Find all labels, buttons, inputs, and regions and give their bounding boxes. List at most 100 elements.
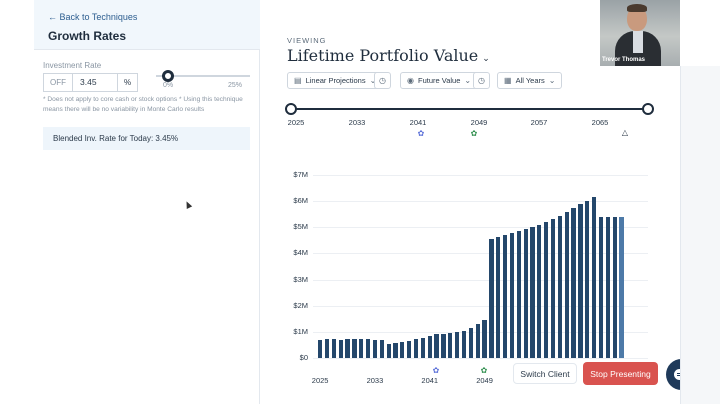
chart-bar[interactable] — [475, 324, 480, 358]
y-axis-tick-label: $6M — [293, 196, 308, 206]
x-axis-tick-label: 2049 — [476, 376, 493, 385]
chart-bar[interactable] — [365, 339, 371, 358]
chart-bar[interactable] — [516, 231, 521, 358]
chart-bar[interactable] — [578, 203, 583, 358]
timeline-range-track[interactable] — [291, 108, 648, 110]
chart-bar[interactable] — [441, 333, 446, 358]
grid-line — [313, 201, 648, 203]
investment-rate-input[interactable]: 3.45 — [73, 73, 118, 92]
value-select[interactable]: ◉ Future Value ⌄ — [400, 72, 479, 89]
chart-bar[interactable] — [324, 339, 330, 358]
webcam-video: Trevor Thomas — [600, 0, 680, 66]
chart-bar[interactable] — [448, 332, 453, 358]
chart-bar[interactable] — [413, 339, 419, 358]
projection-label: Linear Projections — [305, 76, 366, 85]
chart-bar[interactable] — [592, 197, 597, 358]
chart-bar[interactable] — [530, 226, 535, 358]
view-selector[interactable]: Lifetime Portfolio Value ⌄ — [287, 46, 490, 65]
viewing-label: VIEWING — [287, 36, 327, 45]
slider-min-label: 0% — [163, 82, 174, 89]
chart-bar[interactable] — [523, 228, 528, 358]
chart-bar[interactable] — [468, 327, 473, 358]
page-scrollbar-area — [680, 66, 720, 404]
presenter-hair — [627, 4, 647, 12]
paw-icon[interactable]: ✿ — [417, 129, 425, 138]
chart-bar[interactable] — [537, 224, 542, 358]
chart-bar[interactable] — [482, 320, 487, 358]
back-label: Back to Techniques — [59, 12, 138, 22]
chart-bar[interactable] — [407, 340, 412, 358]
chart-bar[interactable] — [427, 335, 432, 358]
chart-bar[interactable] — [489, 239, 494, 358]
chart-bar[interactable] — [372, 339, 378, 358]
value-label: Future Value — [417, 76, 461, 85]
arrow-left-icon: ← — [48, 12, 57, 22]
chart-bar[interactable] — [420, 338, 426, 358]
back-to-techniques-link[interactable]: ← Back to Techniques — [48, 12, 137, 22]
presenter-shirt — [633, 31, 643, 53]
chart-bar[interactable] — [461, 330, 467, 358]
chart-bar[interactable] — [571, 207, 576, 358]
chart-bar[interactable] — [338, 339, 343, 358]
chart-bar[interactable] — [318, 339, 323, 358]
panel-title: Growth Rates — [48, 29, 127, 43]
chart-bar[interactable] — [496, 237, 501, 358]
chevron-down-icon: ⌄ — [464, 76, 472, 85]
projection-select[interactable]: ▤ Linear Projections ⌄ — [287, 72, 384, 89]
chart-bar[interactable] — [550, 219, 556, 358]
chart-bar[interactable] — [619, 216, 624, 358]
paw-icon: ✿ — [432, 366, 440, 375]
chart-bar[interactable] — [345, 339, 350, 358]
grid-line — [313, 358, 648, 359]
chart-bar[interactable] — [557, 215, 563, 358]
chart-bar[interactable] — [359, 339, 364, 358]
triangle-icon[interactable]: △ — [621, 128, 629, 137]
timeline-label: 2033 — [348, 118, 366, 127]
chart-bar[interactable] — [612, 216, 617, 358]
chart-bar[interactable] — [352, 339, 357, 358]
projection-history-button[interactable]: ◷ — [374, 72, 391, 89]
chart-bar[interactable] — [379, 340, 384, 358]
grid-line — [313, 253, 648, 255]
off-toggle[interactable]: OFF — [43, 73, 73, 92]
chart-bar[interactable] — [434, 334, 439, 358]
chart-bar[interactable] — [564, 211, 569, 358]
clock-icon: ◷ — [379, 76, 386, 85]
clock-icon: ◷ — [478, 76, 485, 85]
rate-slider-track[interactable] — [156, 75, 250, 77]
grid-line — [313, 175, 648, 176]
timeline-end-handle[interactable] — [642, 103, 654, 115]
chart-bar[interactable] — [598, 216, 604, 358]
grid-line — [313, 331, 648, 333]
chart-bar[interactable] — [386, 343, 391, 358]
y-axis-tick-label: $2M — [293, 300, 308, 310]
chart-bar[interactable] — [502, 235, 508, 358]
y-axis-tick-label: $1M — [293, 326, 308, 336]
chart-bar[interactable] — [331, 339, 336, 358]
chart-bar[interactable] — [455, 331, 460, 358]
timeline-start-handle[interactable] — [285, 103, 297, 115]
chart-bar[interactable] — [509, 233, 515, 358]
chart-bar[interactable] — [585, 201, 590, 358]
years-select[interactable]: ▦ All Years ⌄ — [497, 72, 563, 89]
value-history-button[interactable]: ◷ — [473, 72, 490, 89]
timeline-label: 2057 — [530, 118, 548, 127]
chart-bar[interactable] — [400, 341, 405, 358]
chart-bar[interactable] — [605, 216, 610, 358]
technique-note: * Does not apply to core cash or stock o… — [43, 96, 243, 113]
rate-slider-thumb[interactable] — [162, 70, 174, 82]
y-axis-tick-label: $7M — [293, 170, 308, 179]
x-axis-tick-label: 2025 — [311, 376, 329, 385]
switch-client-button[interactable]: Switch Client — [513, 363, 577, 384]
paw-icon[interactable]: ✿ — [470, 129, 478, 138]
years-label: All Years — [515, 76, 545, 85]
x-axis-tick-label: 2041 — [421, 376, 439, 385]
chart-bar[interactable] — [544, 222, 549, 358]
grid-line — [313, 279, 648, 281]
stop-presenting-button[interactable]: Stop Presenting — [583, 362, 658, 385]
blended-rate-box: Blended Inv. Rate for Today: 3.45% — [43, 127, 250, 150]
chart-bar[interactable] — [393, 342, 398, 358]
grid-line — [313, 305, 648, 307]
paw-icon: ✿ — [480, 366, 488, 375]
dollar-circle-icon: ◉ — [407, 76, 414, 85]
